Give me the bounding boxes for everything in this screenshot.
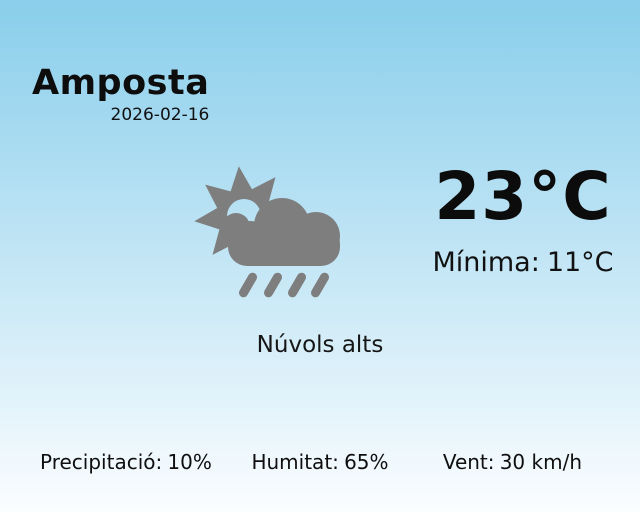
- humidity-stat: Humitat: 65%: [251, 450, 388, 474]
- header: Amposta 2026-02-16: [32, 62, 209, 125]
- humidity-value: 65%: [344, 450, 389, 474]
- minimum-label: Mínima:: [432, 247, 540, 278]
- current-temperature: 23°C: [434, 158, 612, 235]
- wind-value: 30 km/h: [499, 450, 582, 474]
- minimum-temperature: Mínima: 11°C: [418, 249, 628, 276]
- city-name: Amposta: [32, 63, 210, 103]
- precipitation-value: 10%: [167, 450, 212, 474]
- wind-label: Vent:: [442, 450, 495, 474]
- humidity-label: Humitat:: [251, 450, 339, 474]
- wind-stat: Vent: 30 km/h: [443, 450, 582, 474]
- weather-icon-wrap: [185, 155, 350, 305]
- forecast-date: 2026-02-16: [110, 105, 210, 125]
- sun-behind-rain-cloud-icon: [194, 166, 340, 298]
- stats-row: Precipitació: 10% Humitat: 65% Vent: 30 km/…: [0, 450, 640, 474]
- precipitation-label: Precipitació:: [40, 450, 163, 474]
- minimum-value: 11°C: [546, 247, 614, 278]
- temperature-block: 23°C Mínima: 11°C: [418, 158, 628, 277]
- precipitation-stat: Precipitació: 10%: [40, 450, 212, 474]
- weather-condition: Núvols alts: [256, 332, 384, 358]
